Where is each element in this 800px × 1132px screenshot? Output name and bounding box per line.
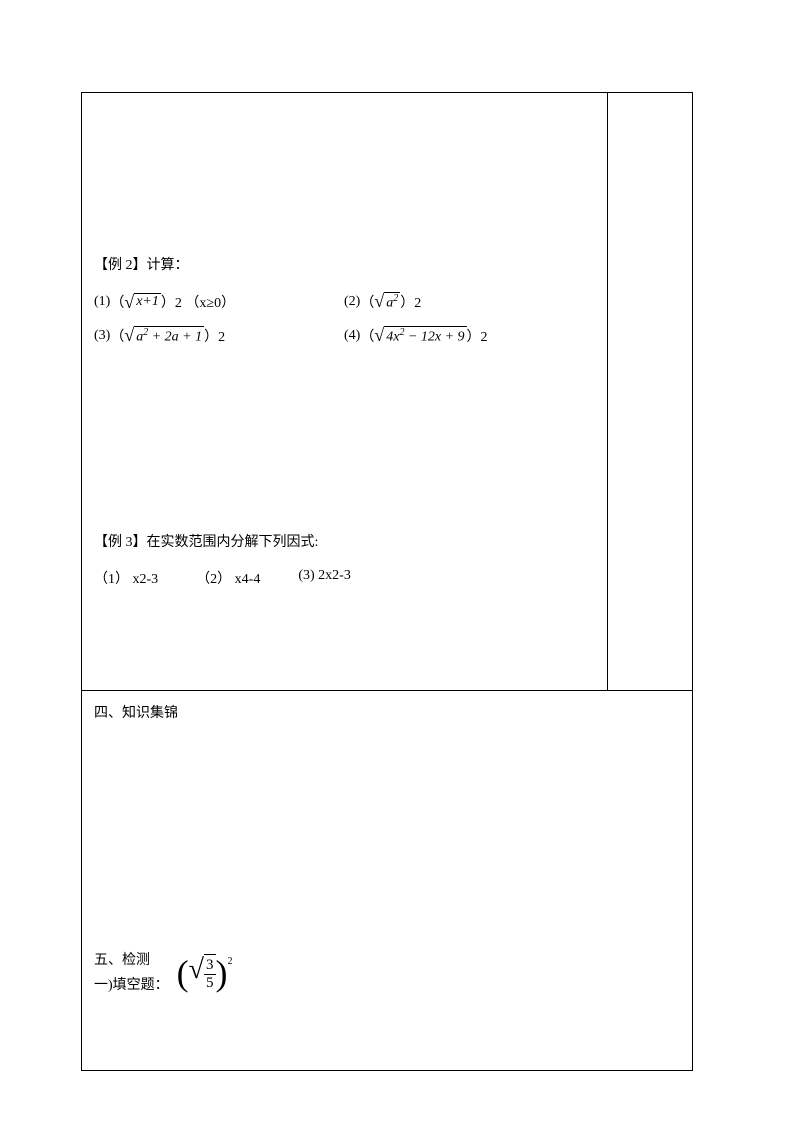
item-suffix: ）2 [204, 326, 225, 346]
item-prefix: （ [360, 292, 374, 312]
item-label: （2） [196, 572, 231, 587]
frac-sqrt-expr: ( √ 3 5 ) 2 [177, 954, 233, 991]
page: 【例 2】计算： (1) （ √ x+1 ）2 （x≥0） (2) （ [0, 0, 800, 1132]
item-prefix: （ [360, 326, 374, 346]
item-expr: 2x2-3 [318, 568, 351, 583]
example3-item-2: （2） x4-4 [196, 568, 260, 588]
example2-item-4: (4) （ √ 4x2 − 12x + 9 ）2 [344, 326, 594, 346]
example2-item-3: (3) （ √ a2 + 2a + 1 ）2 [94, 326, 344, 346]
left-paren-icon: ( [177, 955, 189, 991]
item-prefix: （ [110, 292, 124, 312]
frac-num: 3 [204, 957, 216, 975]
item-suffix: ）2 [467, 326, 488, 346]
radicand: 4x2 − 12x + 9 [384, 326, 466, 346]
right-paren-icon: ) [216, 955, 228, 991]
section4-title: 四、知识集锦 [94, 701, 680, 728]
item-expr: x4-4 [235, 572, 261, 587]
item-label: (3) [298, 568, 314, 583]
radicand: a2 + 2a + 1 [134, 326, 204, 346]
item-label: (1) [94, 294, 110, 310]
rad-rest: + 2a + 1 [148, 329, 202, 344]
rad-sup: 2 [393, 293, 398, 304]
rad-base: 4x [386, 329, 399, 344]
section5-title: 五、检测 [94, 948, 169, 973]
sqrt-icon: √ a2 + 2a + 1 [124, 326, 204, 346]
item-expr: x2-3 [133, 572, 159, 587]
sqrt-icon: √ 3 5 [189, 954, 216, 991]
item-label: (3) [94, 328, 110, 344]
radicand: x+1 [134, 293, 161, 310]
example3-item-3: (3) 2x2-3 [298, 568, 351, 588]
example2-item-2: (2) （ √ a2 ）2 [344, 292, 594, 312]
cell-margin [607, 93, 692, 691]
sqrt-icon: √ a2 [374, 292, 400, 312]
example2-row1: (1) （ √ x+1 ）2 （x≥0） (2) （ √ [94, 292, 595, 312]
example3-item-1: （1） x2-3 [94, 568, 158, 588]
section5-sub: 一)填空题： [94, 973, 169, 998]
sqrt-icon: √ x+1 [124, 293, 161, 311]
item-label: （1） [94, 572, 129, 587]
item-prefix: （ [110, 326, 124, 346]
radicand: a2 [384, 292, 400, 312]
item-suffix: ）2 （x≥0） [161, 292, 235, 312]
item-label: (4) [344, 328, 360, 344]
frac-den: 5 [204, 975, 216, 992]
cell-section45: 四、知识集锦 五、检测 一)填空题： ( √ 3 5 [82, 691, 693, 1071]
section5-row: 五、检测 一)填空题： ( √ 3 5 [94, 948, 680, 998]
cell-examples: 【例 2】计算： (1) （ √ x+1 ）2 （x≥0） (2) （ [82, 93, 608, 691]
item-suffix: ）2 [400, 292, 421, 312]
fraction: 3 5 [204, 957, 216, 991]
example2-title: 【例 2】计算： [94, 253, 595, 280]
outer-exponent: 2 [228, 956, 233, 967]
example3-title: 【例 3】在实数范围内分解下列因式: [94, 530, 595, 557]
sqrt-icon: √ 4x2 − 12x + 9 [374, 326, 466, 346]
item-label: (2) [344, 294, 360, 310]
example3-row: （1） x2-3 （2） x4-4 (3) 2x2-3 [94, 568, 595, 588]
example2-item-1: (1) （ √ x+1 ）2 （x≥0） [94, 292, 344, 312]
layout-table: 【例 2】计算： (1) （ √ x+1 ）2 （x≥0） (2) （ [81, 92, 693, 1071]
example2-row2: (3) （ √ a2 + 2a + 1 ）2 (4) （ [94, 326, 595, 346]
rad-rest: − 12x + 9 [404, 329, 464, 344]
